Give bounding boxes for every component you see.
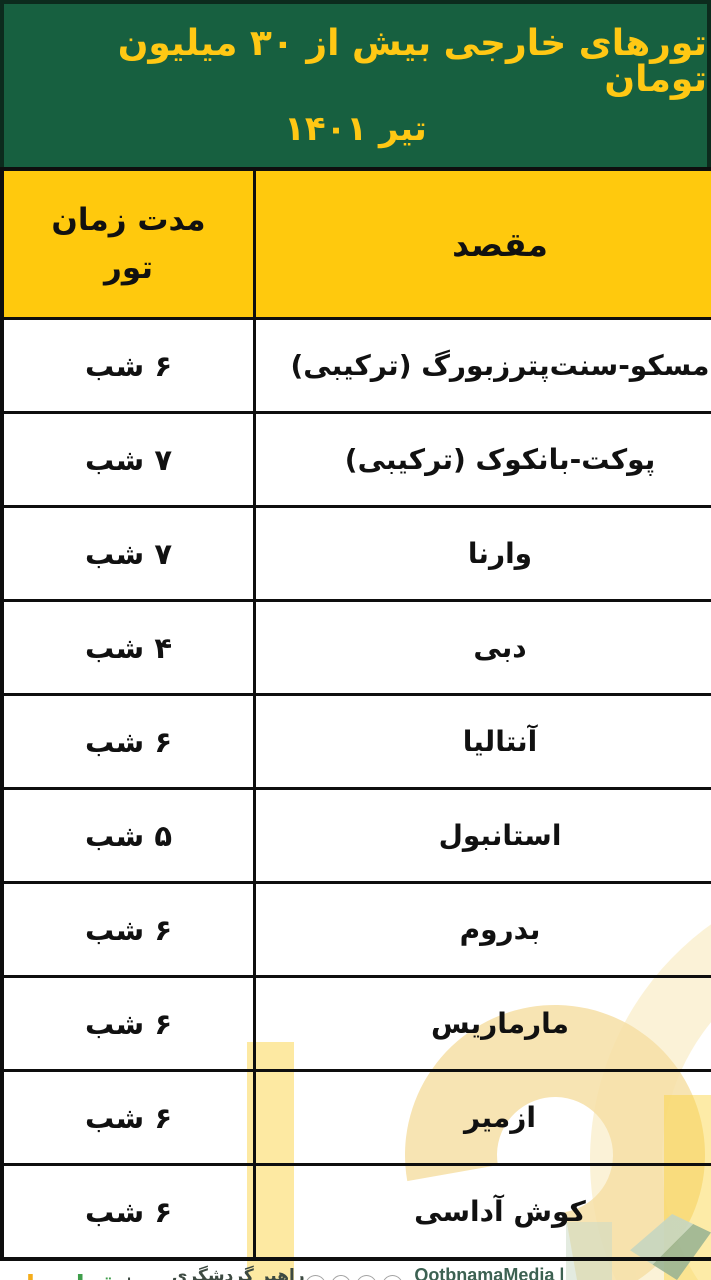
duration-cell: ۵ شب (0, 787, 256, 884)
duration-cell: ۶ شب (0, 1163, 256, 1261)
table-row: کوش آداسی ۶ شب (0, 1163, 711, 1261)
destination-cell: وارنا (253, 505, 711, 602)
destination-cell: دبی (253, 599, 711, 696)
destination-cell: آنتالیا (253, 693, 711, 790)
destination-cell: مسکو-سنت‌پترزبورگ (ترکیبی) (253, 317, 711, 414)
logo-part-green: قطب (64, 1271, 117, 1280)
destination-cell: کوش آداسی (253, 1163, 711, 1261)
duration-cell: ۶ شب (0, 317, 256, 414)
duration-cell: ۷ شب (0, 505, 256, 602)
duration-cell: ۶ شب (0, 1069, 256, 1166)
logo-part-yellow: نما (26, 1271, 64, 1280)
brand-tagline: راهبر گردشگری آینده (171, 1265, 305, 1280)
table-row: بدروم ۶ شب (0, 881, 711, 978)
table-row: پوکت-بانکوک (ترکیبی) ۷ شب (0, 411, 711, 508)
table-row: وارنا ۷ شب (0, 505, 711, 602)
instagram-icon (382, 1274, 404, 1280)
duration-cell: ۶ شب (0, 693, 256, 790)
brand-separator: | (126, 1275, 133, 1280)
column-header-destination: مقصد (253, 167, 711, 320)
destination-cell: مارماریس (253, 975, 711, 1072)
table-row: دبی ۴ شب (0, 599, 711, 696)
destination-cell: ازمیر (253, 1069, 711, 1166)
telegram-icon (330, 1274, 352, 1280)
destination-cell: بدروم (253, 881, 711, 978)
duration-cell: ۴ شب (0, 599, 256, 696)
table-row: آنتالیا ۶ شب (0, 693, 711, 790)
table-row: مسکو-سنت‌پترزبورگ (ترکیبی) ۶ شب (0, 317, 711, 414)
title-date: تیر ۱۴۰۱ (284, 108, 427, 149)
table-body: مسکو-سنت‌پترزبورگ (ترکیبی) ۶ شب پوکت-بان… (0, 317, 711, 1261)
duration-cell: ۶ شب (0, 881, 256, 978)
duration-cell: ۶ شب (0, 975, 256, 1072)
linkedin-icon (356, 1274, 378, 1280)
destination-cell: پوکت-بانکوک (ترکیبی) (253, 411, 711, 508)
table-row: ازمیر ۶ شب (0, 1069, 711, 1166)
header-row: مقصد مدت زمان تور (0, 167, 711, 320)
twitter-icon (304, 1274, 326, 1280)
tours-table: مقصد مدت زمان تور مسکو-سنت‌پترزبورگ (ترک… (0, 167, 711, 1261)
column-header-duration: مدت زمان تور (0, 167, 256, 320)
social-handles: QotbnamaMedia | Qotbnama.com (414, 1264, 565, 1280)
qotbnama-logo: قطبنما (26, 1273, 117, 1280)
social-block: QotbnamaMedia | Qotbnama.com (304, 1264, 685, 1280)
title-card: تورهای خارجی بیش از ۳۰ میلیون تومان تیر … (0, 0, 711, 167)
table-header: مقصد مدت زمان تور (0, 167, 711, 320)
table-row: مارماریس ۶ شب (0, 975, 711, 1072)
brand-block: راهبر گردشگری آینده | قطبنما (26, 1266, 305, 1280)
table-row: استانبول ۵ شب (0, 787, 711, 884)
page-title: تورهای خارجی بیش از ۳۰ میلیون تومان (117, 22, 707, 100)
duration-cell: ۷ شب (0, 411, 256, 508)
footer: راهبر گردشگری آینده | قطبنما QotbnamaMed… (0, 1261, 711, 1280)
destination-cell: استانبول (253, 787, 711, 884)
